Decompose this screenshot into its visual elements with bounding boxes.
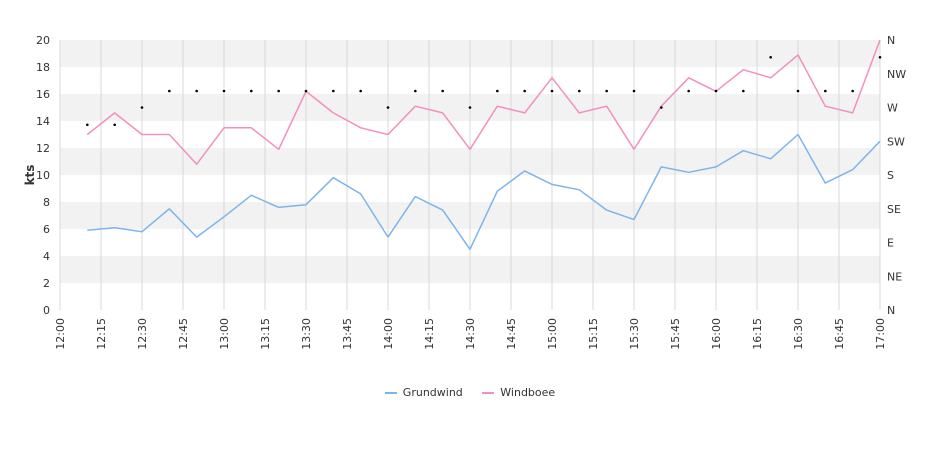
direction-point	[250, 89, 253, 93]
legend-label-windboee: Windboee	[500, 386, 556, 399]
direction-point	[769, 55, 772, 59]
direction-point	[523, 89, 526, 93]
direction-point	[687, 89, 690, 93]
y-tick-label: 14	[36, 115, 50, 128]
legend: Grundwind Windboee	[0, 386, 940, 399]
direction-point	[113, 123, 116, 127]
x-tick-label: 13:00	[218, 318, 231, 350]
x-tick-label: 12:15	[95, 318, 108, 350]
legend-label-grundwind: Grundwind	[402, 386, 463, 399]
y-tick-label: 6	[43, 223, 50, 236]
x-tick-label: 16:45	[833, 318, 846, 350]
series-lines	[86, 39, 881, 251]
x-tick-label: 12:45	[177, 318, 190, 350]
direction-tick-label: SW	[887, 135, 905, 148]
direction-tick-label: S	[887, 169, 894, 182]
direction-markers	[86, 55, 882, 127]
direction-point	[605, 89, 608, 93]
series-line-windboee	[86, 39, 881, 165]
x-tick-label: 15:00	[546, 318, 559, 350]
x-tick-label: 14:45	[505, 318, 518, 350]
x-tick-label: 14:15	[423, 318, 436, 350]
direction-point	[550, 89, 554, 93]
x-tick-label: 13:30	[300, 318, 313, 350]
x-tick-label: 16:00	[710, 318, 723, 350]
direction-point	[277, 89, 280, 93]
direction-tick-label: W	[887, 102, 898, 115]
y-tick-label: 8	[43, 196, 50, 209]
y-tick-label: 0	[43, 304, 50, 317]
y-tick-label: 10	[36, 169, 50, 182]
direction-point	[441, 89, 444, 93]
direction-tick-label: N	[887, 304, 895, 317]
y-tick-label: 4	[43, 250, 50, 263]
direction-point	[714, 89, 718, 93]
y-tick-label: 18	[36, 61, 50, 74]
y-tick-label: 12	[36, 142, 50, 155]
direction-point	[660, 106, 663, 109]
direction-point	[496, 89, 499, 93]
x-tick-label: 16:30	[792, 318, 805, 350]
series-line-grundwind	[87, 133, 881, 251]
direction-tick-label: NW	[887, 68, 906, 81]
x-tick-label: 16:15	[751, 318, 764, 350]
direction-axis-ticks: N NE E SE S SW W NW N	[887, 34, 906, 317]
direction-point	[468, 106, 472, 109]
vertical-gridlines	[59, 40, 881, 310]
direction-point	[824, 89, 827, 93]
direction-point	[796, 89, 800, 93]
x-tick-label: 15:30	[628, 318, 641, 350]
x-axis-ticks: 12:00 12:15 12:30 12:45 13:00 13:15 13:30 13:45…	[54, 318, 887, 350]
x-tick-label: 12:00	[54, 318, 67, 350]
x-tick-label: 14:30	[464, 318, 477, 350]
legend-item-windboee[interactable]: Windboee	[482, 386, 555, 399]
direction-point	[222, 89, 226, 93]
direction-tick-label: N	[887, 34, 895, 47]
direction-point	[304, 89, 308, 93]
x-tick-label: 12:30	[136, 318, 149, 350]
legend-swatch-grundwind	[384, 392, 397, 394]
x-tick-label: 13:45	[341, 318, 354, 350]
y-tick-label: 20	[36, 34, 50, 47]
direction-point	[851, 89, 854, 93]
direction-point	[168, 89, 171, 93]
x-tick-label: 14:00	[382, 318, 395, 350]
direction-point	[386, 106, 390, 109]
legend-swatch-windboee	[482, 392, 495, 394]
direction-point	[414, 89, 417, 93]
y-tick-label: 16	[36, 88, 50, 101]
direction-point	[332, 89, 335, 93]
legend-item-grundwind[interactable]: Grundwind	[384, 386, 463, 399]
x-tick-label: 17:00	[874, 318, 887, 350]
direction-tick-label: NE	[887, 270, 902, 283]
y-axis-ticks: 0 2 4 6 8 10 12 14 16 18 20	[36, 34, 50, 317]
direction-point	[140, 106, 144, 109]
x-tick-label: 13:15	[259, 318, 272, 350]
direction-point	[359, 89, 362, 93]
direction-point	[195, 89, 198, 93]
y-axis-title: kts	[23, 165, 37, 186]
x-tick-label: 15:45	[669, 318, 682, 350]
direction-point	[578, 89, 581, 93]
y-tick-label: 2	[43, 277, 50, 290]
direction-point	[878, 55, 882, 59]
direction-point	[86, 123, 89, 127]
direction-tick-label: SE	[887, 203, 901, 216]
direction-tick-label: E	[887, 237, 894, 250]
direction-point	[742, 89, 745, 93]
direction-point	[632, 89, 636, 93]
x-tick-label: 15:15	[587, 318, 600, 350]
